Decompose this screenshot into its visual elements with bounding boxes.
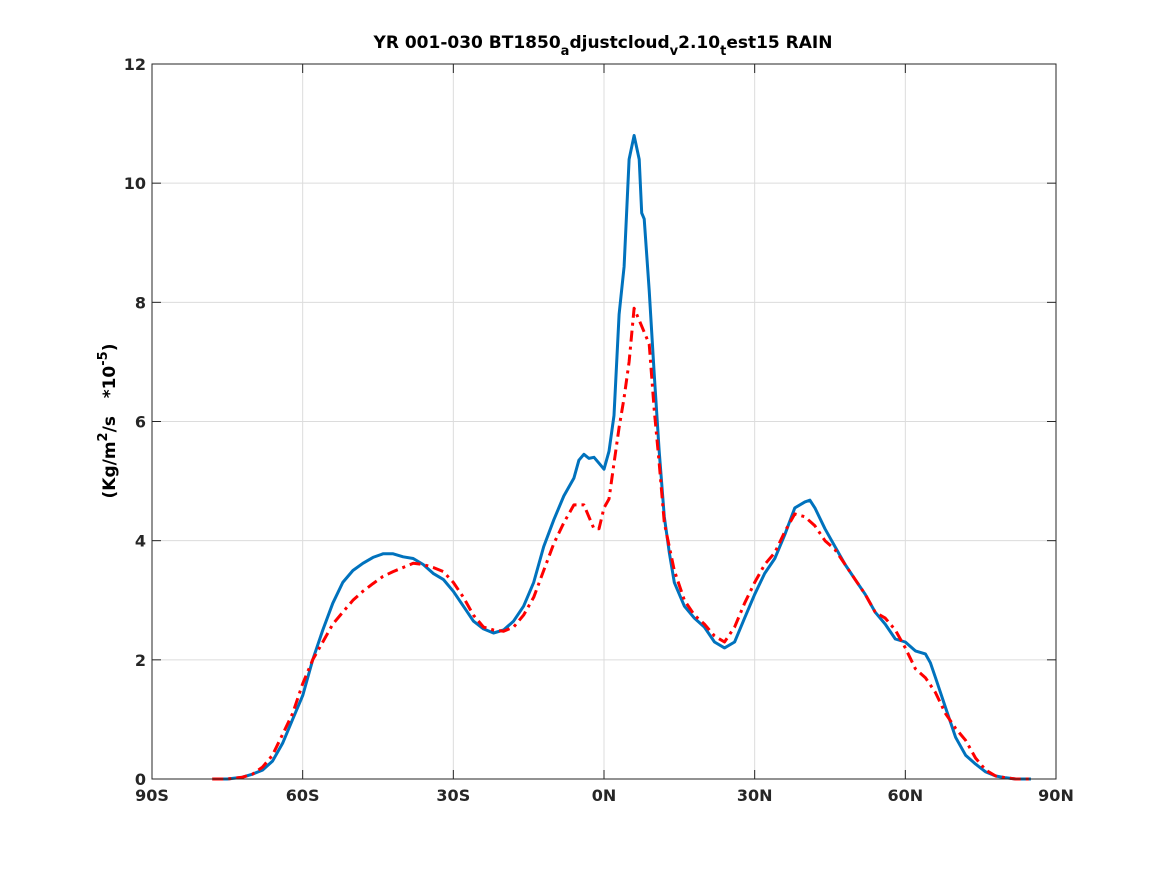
x-tick-label: 30N bbox=[737, 786, 773, 805]
y-tick-label: 2 bbox=[135, 651, 146, 670]
y-tick-label: 4 bbox=[135, 532, 146, 551]
series-line-1 bbox=[212, 134, 1031, 781]
y-tick-label: 12 bbox=[124, 55, 146, 74]
ylabel-part: (Kg/m bbox=[100, 441, 120, 498]
x-tick-labels: 90S 60S 30S 0N 30N 60N 90N bbox=[135, 786, 1074, 805]
x-tick-label: 90N bbox=[1038, 786, 1074, 805]
x-tick-label: 90S bbox=[135, 786, 169, 805]
ylabel-part: /s *10 bbox=[100, 366, 120, 433]
y-axis-label: (Kg/m2/s *10-5) bbox=[96, 344, 120, 499]
y-tick-label: 0 bbox=[135, 770, 146, 789]
title-part: est15 RAIN bbox=[726, 33, 832, 53]
grid bbox=[151, 63, 1057, 780]
x-tick-label: 60S bbox=[286, 786, 320, 805]
ylabel-part: ) bbox=[100, 344, 120, 352]
chart-title: YR 001-030 BT1850adjustcloudv2.10test15 … bbox=[373, 33, 833, 59]
title-part: YR 001-030 BT1850 bbox=[373, 33, 561, 53]
y-tick-label: 6 bbox=[135, 413, 146, 432]
title-subscript: v bbox=[670, 44, 679, 59]
ylabel-superscript: 2 bbox=[96, 432, 111, 441]
x-tick-label: 0N bbox=[592, 786, 617, 805]
series-lines bbox=[212, 134, 1031, 781]
x-tick-label: 60N bbox=[888, 786, 924, 805]
y-tick-label: 8 bbox=[135, 293, 146, 312]
title-subscript: a bbox=[561, 44, 570, 59]
y-tick-label: 10 bbox=[124, 174, 146, 193]
x-tick-label: 30S bbox=[436, 786, 470, 805]
title-part: djustcloud bbox=[569, 33, 669, 53]
axis-ticks bbox=[151, 63, 1057, 780]
ylabel-superscript: -5 bbox=[96, 351, 111, 365]
title-subscript: t bbox=[720, 44, 726, 59]
series-line-2 bbox=[212, 306, 1031, 781]
y-tick-labels: 0 2 4 6 8 10 12 bbox=[124, 55, 146, 789]
title-part: 2.10 bbox=[678, 33, 720, 53]
